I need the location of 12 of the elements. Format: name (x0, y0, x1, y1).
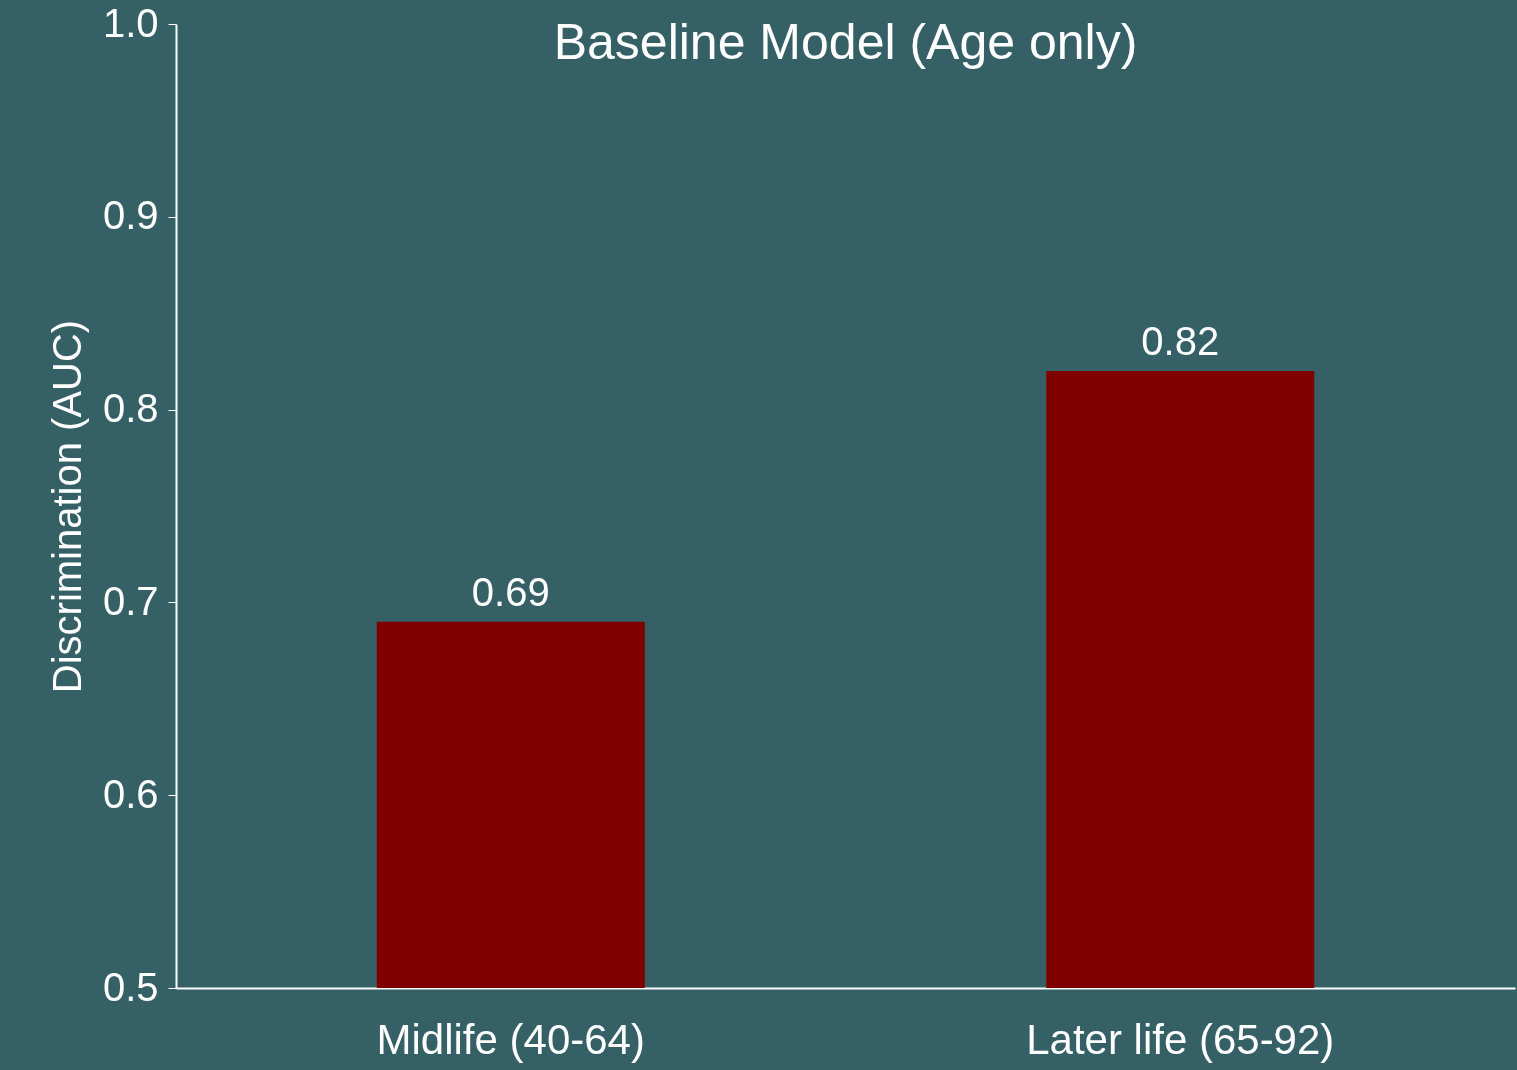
y-tick-label: 0.7 (102, 578, 159, 623)
y-axis-title: Discrimination (AUC) (44, 319, 89, 694)
y-tick-label: 1.0 (102, 0, 159, 45)
chart-title: Baseline Model (Age only) (553, 14, 1138, 70)
y-tick-label: 0.8 (102, 386, 159, 431)
y-tick-label: 0.5 (102, 964, 159, 1009)
data-label: 0.69 (471, 569, 550, 614)
y-tick-label: 0.6 (102, 771, 159, 816)
y-tick-label: 0.9 (102, 193, 159, 238)
x-tick-label: Midlife (40-64) (376, 1015, 645, 1063)
x-tick-label: Later life (65-92) (1026, 1015, 1335, 1063)
data-label: 0.82 (1141, 319, 1220, 364)
